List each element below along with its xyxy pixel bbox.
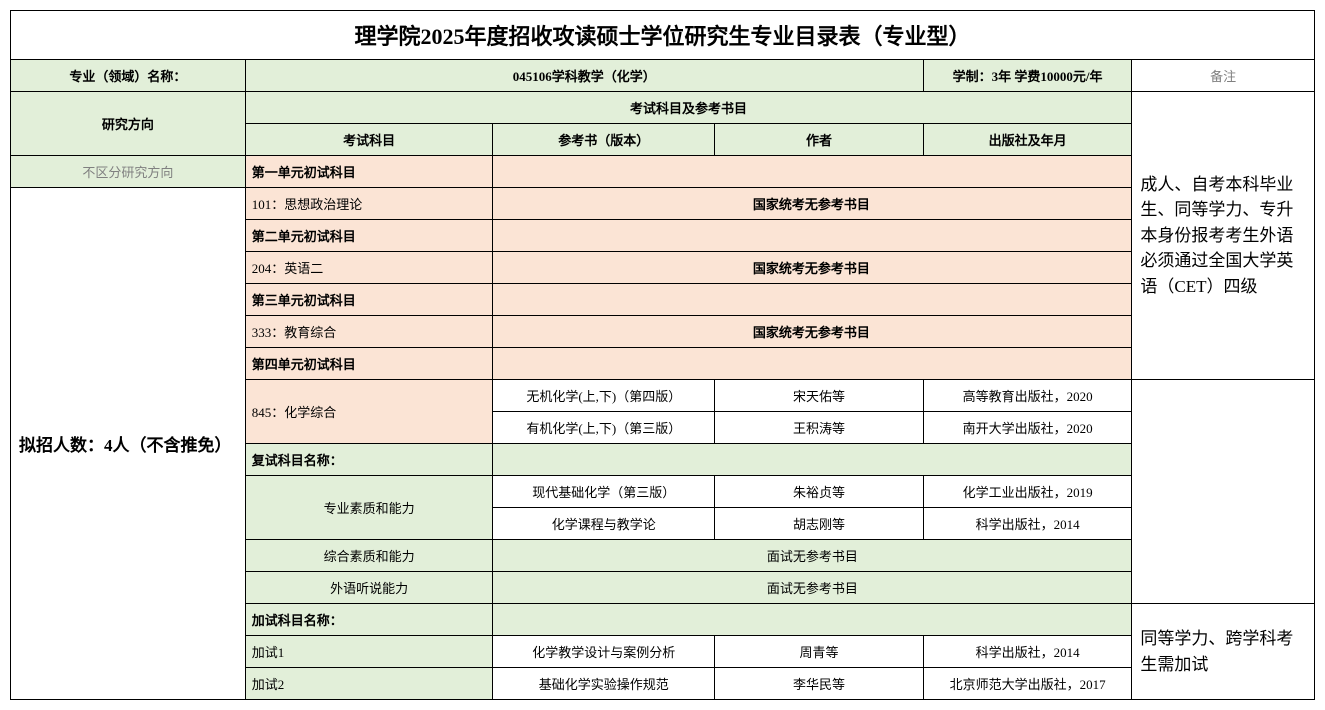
- unit4-book1: 无机化学(上,下)（第四版）: [493, 380, 715, 412]
- reexam-pub1a: 化学工业出版社，2019: [923, 476, 1132, 508]
- major-value: 045106学科教学（化学）: [245, 60, 923, 92]
- unit4-pub1: 高等教育出版社，2020: [923, 380, 1132, 412]
- reexam-author1a: 朱裕贞等: [715, 476, 924, 508]
- reexam-subject1: 专业素质和能力: [245, 476, 493, 540]
- reexam-subject3: 外语听说能力: [245, 572, 493, 604]
- additional-book1: 化学教学设计与案例分析: [493, 636, 715, 668]
- reexam-header-blank: [493, 444, 1132, 476]
- research-direction-value: 不区分研究方向: [11, 156, 246, 188]
- additional-book2: 基础化学实验操作规范: [493, 668, 715, 700]
- catalogue-table: 理学院2025年度招收攻读硕士学位研究生专业目录表（专业型） 专业（领域）名称：…: [10, 10, 1315, 700]
- additional-author1: 周青等: [715, 636, 924, 668]
- admission-count: 拟招人数：4人（不含推免）: [11, 188, 246, 700]
- reexam-header: 复试科目名称：: [245, 444, 493, 476]
- reexam-book1a: 现代基础化学（第三版）: [493, 476, 715, 508]
- additional-header: 加试科目名称：: [245, 604, 493, 636]
- unit2-note: 国家统考无参考书目: [493, 252, 1132, 284]
- additional-author2: 李华民等: [715, 668, 924, 700]
- reexam-note2: 面试无参考书目: [493, 540, 1132, 572]
- unit3-header-blank: [493, 284, 1132, 316]
- additional-pub2: 北京师范大学出版社，2017: [923, 668, 1132, 700]
- major-label: 专业（领域）名称：: [11, 60, 246, 92]
- unit3-subject: 333：教育综合: [245, 316, 493, 348]
- unit4-book2: 有机化学(上,下)（第三版）: [493, 412, 715, 444]
- unit4-subject: 845：化学综合: [245, 380, 493, 444]
- remarks-2: 同等学力、跨学科考生需加试: [1132, 604, 1315, 700]
- remarks-label: 备注: [1132, 60, 1315, 92]
- exam-subjects-ref-label: 考试科目及参考书目: [245, 92, 1132, 124]
- reexam-subject2: 综合素质和能力: [245, 540, 493, 572]
- remarks-1: 成人、自考本科毕业生、同等学力、专升本身份报考考生外语必须通过全国大学英语（CE…: [1132, 92, 1315, 380]
- research-direction-label: 研究方向: [11, 92, 246, 156]
- unit3-header: 第三单元初试科目: [245, 284, 493, 316]
- unit1-note: 国家统考无参考书目: [493, 188, 1132, 220]
- additional-subject2: 加试2: [245, 668, 493, 700]
- additional-header-blank: [493, 604, 1132, 636]
- unit2-header: 第二单元初试科目: [245, 220, 493, 252]
- additional-subject1: 加试1: [245, 636, 493, 668]
- unit3-note: 国家统考无参考书目: [493, 316, 1132, 348]
- unit4-author1: 宋天佑等: [715, 380, 924, 412]
- unit4-pub2: 南开大学出版社，2020: [923, 412, 1132, 444]
- unit1-header-blank: [493, 156, 1132, 188]
- reexam-book1b: 化学课程与教学论: [493, 508, 715, 540]
- unit4-header: 第四单元初试科目: [245, 348, 493, 380]
- unit2-subject: 204：英语二: [245, 252, 493, 284]
- publisher-col: 出版社及年月: [923, 124, 1132, 156]
- author-col: 作者: [715, 124, 924, 156]
- exam-subject-col: 考试科目: [245, 124, 493, 156]
- duration-fee: 学制：3年 学费10000元/年: [923, 60, 1132, 92]
- additional-pub1: 科学出版社，2014: [923, 636, 1132, 668]
- unit4-author2: 王积涛等: [715, 412, 924, 444]
- ref-book-col: 参考书（版本）: [493, 124, 715, 156]
- unit4-header-blank: [493, 348, 1132, 380]
- unit2-header-blank: [493, 220, 1132, 252]
- reexam-pub1b: 科学出版社，2014: [923, 508, 1132, 540]
- unit1-subject: 101：思想政治理论: [245, 188, 493, 220]
- reexam-note3: 面试无参考书目: [493, 572, 1132, 604]
- table-title: 理学院2025年度招收攻读硕士学位研究生专业目录表（专业型）: [11, 11, 1315, 60]
- reexam-author1b: 胡志刚等: [715, 508, 924, 540]
- unit1-header: 第一单元初试科目: [245, 156, 493, 188]
